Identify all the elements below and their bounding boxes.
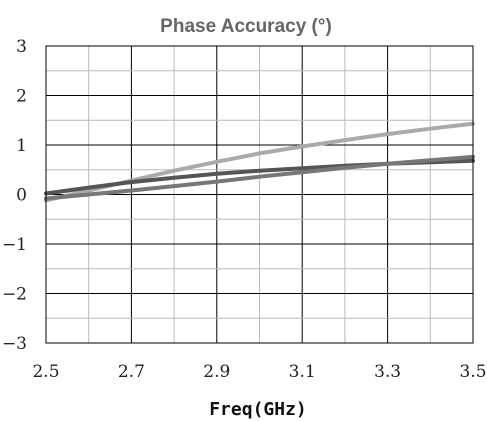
x-tick-label: 3.5 [459,362,486,382]
tick-labels: 2.5 2.7 2.9 3.1 3.3 3.5 3 2 1 0 −1 −2 −3 [2,37,487,382]
y-tick-label: 3 [16,37,27,57]
y-tick-label: −2 [2,285,27,305]
y-tick-label: 1 [16,136,27,156]
x-tick-label: 3.3 [374,362,401,382]
plot-frame [45,45,474,344]
x-tick-label: 2.5 [32,362,59,382]
y-tick-label: −3 [2,334,27,354]
series-line-3 [44,154,475,201]
x-axis-label: Freq(GHz) [209,399,307,420]
series-lines [44,121,475,203]
y-tick-label: 0 [16,186,27,206]
x-tick-label: 2.7 [118,362,145,382]
y-tick-label: 2 [16,87,27,107]
x-tick-label: 3.1 [289,362,316,382]
chart-title: Phase Accuracy (°) [160,16,332,37]
y-tick-label: −1 [2,235,27,255]
x-tick-label: 2.9 [203,362,230,382]
